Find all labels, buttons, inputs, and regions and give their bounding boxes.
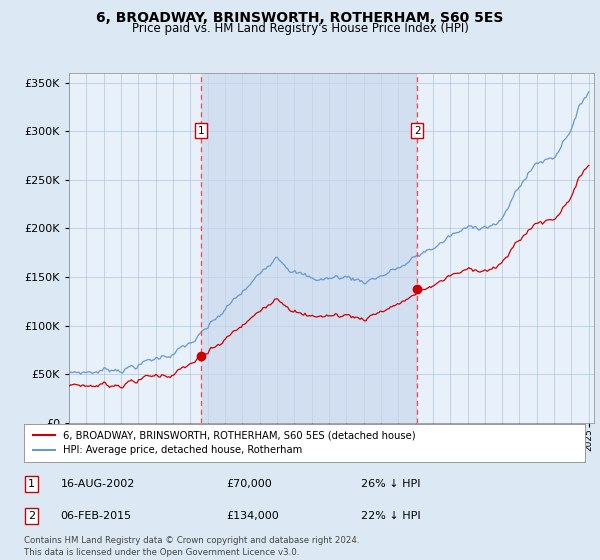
Text: 26% ↓ HPI: 26% ↓ HPI (361, 479, 420, 489)
Legend: 6, BROADWAY, BRINSWORTH, ROTHERHAM, S60 5ES (detached house), HPI: Average price: 6, BROADWAY, BRINSWORTH, ROTHERHAM, S60 … (34, 431, 416, 455)
Text: 2: 2 (28, 511, 35, 521)
Text: 6, BROADWAY, BRINSWORTH, ROTHERHAM, S60 5ES: 6, BROADWAY, BRINSWORTH, ROTHERHAM, S60 … (97, 11, 503, 25)
Text: £134,000: £134,000 (226, 511, 279, 521)
Text: £70,000: £70,000 (226, 479, 272, 489)
Text: 16-AUG-2002: 16-AUG-2002 (61, 479, 135, 489)
Text: Price paid vs. HM Land Registry's House Price Index (HPI): Price paid vs. HM Land Registry's House … (131, 22, 469, 35)
Text: 1: 1 (28, 479, 35, 489)
Text: 22% ↓ HPI: 22% ↓ HPI (361, 511, 420, 521)
Text: 2: 2 (414, 125, 421, 136)
Text: 1: 1 (197, 125, 204, 136)
Text: Contains HM Land Registry data © Crown copyright and database right 2024.
This d: Contains HM Land Registry data © Crown c… (24, 536, 359, 557)
Bar (200, 73, 417, 423)
Text: 06-FEB-2015: 06-FEB-2015 (61, 511, 131, 521)
